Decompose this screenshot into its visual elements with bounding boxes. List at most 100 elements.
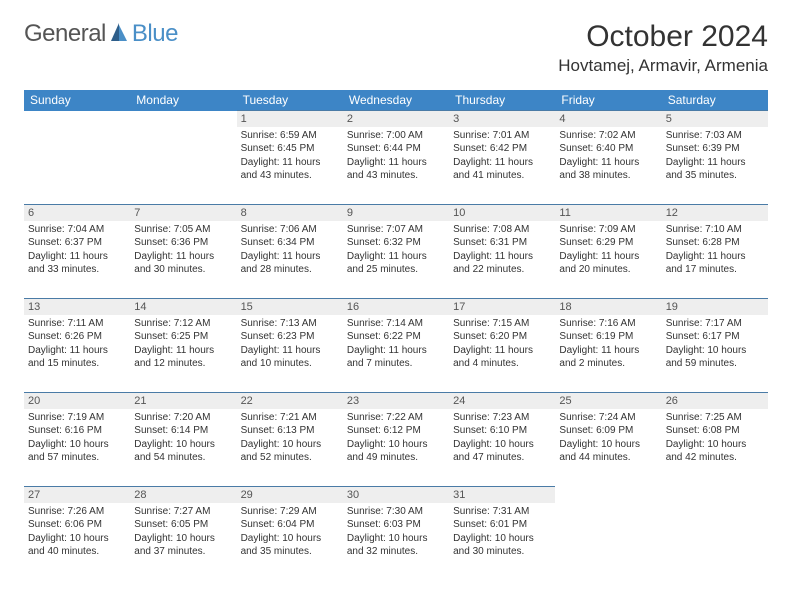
sunset-line: Sunset: 6:10 PM [453,424,551,438]
sunrise-line: Sunrise: 7:12 AM [134,317,232,331]
day-number: 31 [453,489,465,501]
sunset-line: Sunset: 6:13 PM [241,424,339,438]
sunrise-line: Sunrise: 7:29 AM [241,505,339,519]
day-cell: Sunrise: 7:29 AMSunset: 6:04 PMDaylight:… [237,503,343,581]
day-number: 9 [347,207,353,219]
day-header: Saturday [662,90,768,111]
sunrise-line: Sunrise: 7:27 AM [134,505,232,519]
day-number-cell: 21 [130,393,236,409]
daylight-line: Daylight: 11 hours and 25 minutes. [347,250,445,277]
sunset-line: Sunset: 6:31 PM [453,236,551,250]
sunrise-line: Sunrise: 7:07 AM [347,223,445,237]
day-number: 25 [559,395,571,407]
daylight-line: Daylight: 11 hours and 17 minutes. [666,250,764,277]
day-header: Thursday [449,90,555,111]
day-number: 24 [453,395,465,407]
day-number-row: 12345 [24,111,768,127]
daylight-line: Daylight: 11 hours and 43 minutes. [241,156,339,183]
day-cell: Sunrise: 7:25 AMSunset: 6:08 PMDaylight:… [662,409,768,487]
daylight-line: Daylight: 10 hours and 59 minutes. [666,344,764,371]
day-number-cell [662,487,768,503]
day-number: 15 [241,301,253,313]
day-number-row: 6789101112 [24,205,768,221]
sunrise-line: Sunrise: 7:01 AM [453,129,551,143]
sunset-line: Sunset: 6:36 PM [134,236,232,250]
daylight-line: Daylight: 11 hours and 15 minutes. [28,344,126,371]
day-cell: Sunrise: 7:27 AMSunset: 6:05 PMDaylight:… [130,503,236,581]
location: Hovtamej, Armavir, Armenia [558,56,768,76]
week-row: Sunrise: 7:26 AMSunset: 6:06 PMDaylight:… [24,503,768,581]
day-number-cell: 9 [343,205,449,221]
day-number: 30 [347,489,359,501]
day-number: 8 [241,207,247,219]
sunset-line: Sunset: 6:08 PM [666,424,764,438]
calendar-body: 12345Sunrise: 6:59 AMSunset: 6:45 PMDayl… [24,111,768,581]
day-number-cell: 18 [555,299,661,315]
sunrise-line: Sunrise: 7:14 AM [347,317,445,331]
sunrise-line: Sunrise: 7:02 AM [559,129,657,143]
sunrise-line: Sunrise: 7:03 AM [666,129,764,143]
day-number-cell: 16 [343,299,449,315]
day-cell: Sunrise: 6:59 AMSunset: 6:45 PMDaylight:… [237,127,343,205]
day-cell: Sunrise: 7:22 AMSunset: 6:12 PMDaylight:… [343,409,449,487]
week-row: Sunrise: 6:59 AMSunset: 6:45 PMDaylight:… [24,127,768,205]
daylight-line: Daylight: 10 hours and 40 minutes. [28,532,126,559]
day-number-cell: 20 [24,393,130,409]
day-cell: Sunrise: 7:07 AMSunset: 6:32 PMDaylight:… [343,221,449,299]
day-number: 29 [241,489,253,501]
sunset-line: Sunset: 6:42 PM [453,142,551,156]
day-number-cell [24,111,130,127]
day-cell: Sunrise: 7:12 AMSunset: 6:25 PMDaylight:… [130,315,236,393]
sunrise-line: Sunrise: 7:22 AM [347,411,445,425]
day-cell: Sunrise: 7:16 AMSunset: 6:19 PMDaylight:… [555,315,661,393]
day-number: 12 [666,207,678,219]
day-number-cell: 8 [237,205,343,221]
day-cell: Sunrise: 7:24 AMSunset: 6:09 PMDaylight:… [555,409,661,487]
sunset-line: Sunset: 6:09 PM [559,424,657,438]
day-number-cell: 26 [662,393,768,409]
sunset-line: Sunset: 6:28 PM [666,236,764,250]
day-cell: Sunrise: 7:30 AMSunset: 6:03 PMDaylight:… [343,503,449,581]
day-number-cell: 4 [555,111,661,127]
day-cell: Sunrise: 7:05 AMSunset: 6:36 PMDaylight:… [130,221,236,299]
day-number-cell: 23 [343,393,449,409]
day-number: 21 [134,395,146,407]
daylight-line: Daylight: 11 hours and 43 minutes. [347,156,445,183]
daylight-line: Daylight: 10 hours and 30 minutes. [453,532,551,559]
day-number: 28 [134,489,146,501]
daylight-line: Daylight: 10 hours and 57 minutes. [28,438,126,465]
day-number: 17 [453,301,465,313]
daylight-line: Daylight: 10 hours and 44 minutes. [559,438,657,465]
sunset-line: Sunset: 6:14 PM [134,424,232,438]
day-number: 26 [666,395,678,407]
day-cell: Sunrise: 7:09 AMSunset: 6:29 PMDaylight:… [555,221,661,299]
day-cell: Sunrise: 7:03 AMSunset: 6:39 PMDaylight:… [662,127,768,205]
day-number-cell: 13 [24,299,130,315]
day-cell: Sunrise: 7:02 AMSunset: 6:40 PMDaylight:… [555,127,661,205]
daylight-line: Daylight: 11 hours and 12 minutes. [134,344,232,371]
sunset-line: Sunset: 6:29 PM [559,236,657,250]
day-cell [130,127,236,205]
week-row: Sunrise: 7:11 AMSunset: 6:26 PMDaylight:… [24,315,768,393]
sunrise-line: Sunrise: 7:04 AM [28,223,126,237]
day-cell: Sunrise: 7:10 AMSunset: 6:28 PMDaylight:… [662,221,768,299]
day-number-cell: 22 [237,393,343,409]
sail-icon [109,21,129,48]
day-cell: Sunrise: 7:23 AMSunset: 6:10 PMDaylight:… [449,409,555,487]
day-number-cell: 25 [555,393,661,409]
day-number: 23 [347,395,359,407]
day-number: 27 [28,489,40,501]
week-row: Sunrise: 7:19 AMSunset: 6:16 PMDaylight:… [24,409,768,487]
day-cell: Sunrise: 7:08 AMSunset: 6:31 PMDaylight:… [449,221,555,299]
logo-text-general: General [24,20,106,48]
sunset-line: Sunset: 6:23 PM [241,330,339,344]
daylight-line: Daylight: 11 hours and 2 minutes. [559,344,657,371]
day-number: 20 [28,395,40,407]
daylight-line: Daylight: 10 hours and 47 minutes. [453,438,551,465]
day-number-cell: 28 [130,487,236,503]
day-cell: Sunrise: 7:15 AMSunset: 6:20 PMDaylight:… [449,315,555,393]
sunrise-line: Sunrise: 7:06 AM [241,223,339,237]
daylight-line: Daylight: 11 hours and 41 minutes. [453,156,551,183]
sunset-line: Sunset: 6:37 PM [28,236,126,250]
day-number-cell: 2 [343,111,449,127]
